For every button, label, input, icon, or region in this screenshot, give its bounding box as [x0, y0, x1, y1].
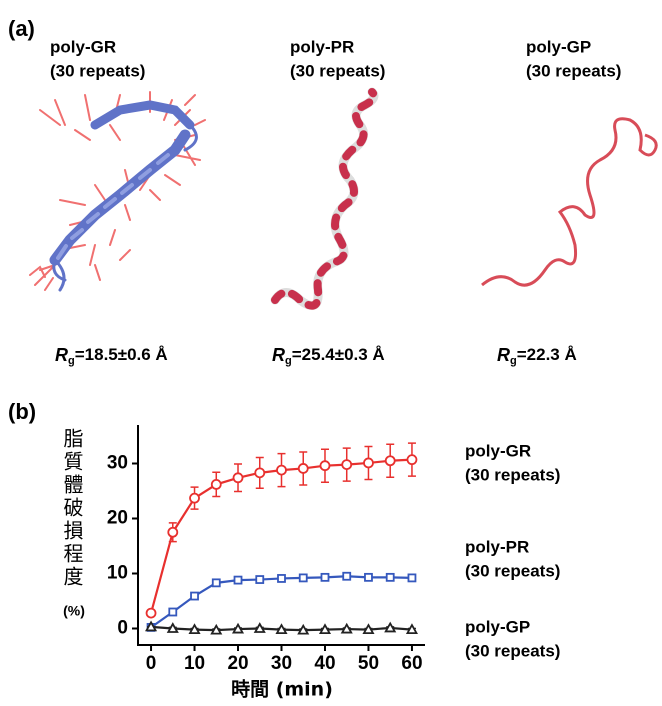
- marker: [275, 623, 288, 634]
- rg-part: g: [285, 355, 292, 367]
- axes: [137, 425, 425, 646]
- marker: [297, 623, 310, 635]
- x-tick-label: 10: [184, 653, 205, 674]
- rg-part: g: [510, 355, 517, 367]
- x-tick-label: 50: [358, 653, 379, 674]
- marker: [190, 591, 199, 601]
- y-axis-unit: (%): [63, 603, 85, 619]
- marker: [298, 573, 308, 583]
- molecule-name: poly-GP: [526, 37, 591, 56]
- series-line: [150, 575, 412, 629]
- marker: [277, 574, 286, 583]
- poly-gr-structure: [29, 91, 206, 292]
- x-tick-label: 40: [314, 653, 335, 674]
- x-tick-label: 20: [227, 653, 248, 674]
- marker: [166, 622, 179, 633]
- molecule-repeats: (30 repeats): [526, 61, 621, 80]
- poly-pr-structure: [270, 87, 379, 311]
- y-axis-label: 脂質體破損程度: [60, 428, 84, 589]
- marker: [168, 607, 178, 617]
- marker: [341, 459, 353, 471]
- marker: [385, 572, 395, 582]
- panel-label: (a): [8, 16, 35, 41]
- marker: [276, 464, 287, 476]
- rg-part: =22.3 Å: [517, 345, 577, 364]
- marker: [340, 622, 353, 634]
- panel-label: (b): [8, 399, 36, 424]
- legend-label: poly-PR: [465, 537, 529, 556]
- poly-gp-structure: [481, 117, 658, 287]
- marker: [254, 467, 266, 479]
- rg-part: R: [55, 345, 68, 365]
- molecule-name: poly-GR: [50, 37, 116, 56]
- marker: [189, 492, 200, 504]
- marker: [407, 573, 417, 583]
- marker: [363, 457, 374, 469]
- marker: [211, 578, 221, 588]
- marker: [319, 460, 331, 472]
- marker: [364, 572, 373, 582]
- radius-of-gyration: Rg=18.5±0.6 Å: [55, 345, 168, 367]
- molecule-repeats: (30 repeats): [50, 61, 145, 80]
- marker: [232, 472, 244, 484]
- marker: [362, 623, 375, 634]
- y-tick-label: 20: [107, 508, 128, 529]
- marker: [320, 572, 330, 582]
- x-tick-label: 60: [401, 653, 422, 674]
- radius-of-gyration: Rg=22.3 Å: [497, 345, 577, 367]
- marker: [231, 622, 245, 634]
- marker: [318, 623, 332, 634]
- marker: [406, 454, 418, 466]
- legend-label: poly-GP: [465, 617, 530, 636]
- molecule-repeats: (30 repeats): [290, 61, 385, 80]
- legend-label: (30 repeats): [465, 561, 560, 580]
- marker: [297, 463, 309, 474]
- marker: [210, 478, 222, 490]
- marker: [342, 571, 352, 581]
- marker: [253, 622, 266, 633]
- legend-label: (30 repeats): [465, 641, 560, 660]
- x-axis-label: 時間 (min): [231, 679, 333, 701]
- y-tick-label: 10: [107, 563, 128, 584]
- marker: [384, 621, 397, 633]
- marker: [255, 575, 265, 584]
- rg-part: R: [497, 345, 510, 365]
- marker: [188, 623, 201, 634]
- legend-label: poly-GR: [465, 441, 531, 460]
- marker: [233, 575, 243, 585]
- marker: [167, 526, 179, 538]
- radius-of-gyration: Rg=25.4±0.3 Å: [272, 345, 385, 367]
- rg-part: g: [68, 355, 75, 367]
- marker: [384, 455, 396, 467]
- y-tick-label: 30: [107, 453, 128, 474]
- marker: [405, 623, 418, 634]
- marker: [210, 623, 223, 635]
- marker: [145, 607, 157, 619]
- y-tick-label: 0: [117, 618, 128, 639]
- rg-part: =25.4±0.3 Å: [292, 345, 385, 364]
- rg-part: R: [272, 345, 285, 365]
- legend-label: (30 repeats): [465, 465, 560, 484]
- x-tick-label: 0: [146, 653, 157, 674]
- marker: [145, 620, 158, 632]
- x-tick-label: 30: [271, 653, 292, 674]
- rg-part: =18.5±0.6 Å: [75, 345, 168, 364]
- molecule-name: poly-PR: [290, 37, 354, 56]
